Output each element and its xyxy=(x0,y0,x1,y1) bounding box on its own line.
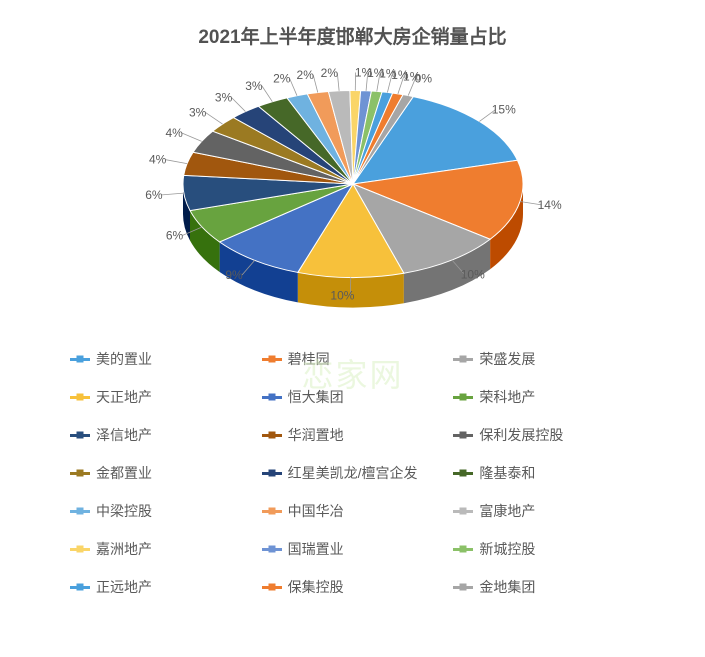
legend-label: 正远地产 xyxy=(96,577,152,597)
legend-item: 中国华冶 xyxy=(262,501,444,521)
legend-label: 保集控股 xyxy=(288,577,344,597)
legend-swatch xyxy=(262,510,282,513)
legend-item: 中梁控股 xyxy=(70,501,252,521)
legend-swatch xyxy=(453,548,473,551)
legend-item: 正远地产 xyxy=(70,577,252,597)
slice-label: 0% xyxy=(414,72,432,86)
legend-item: 美的置业 xyxy=(70,349,252,369)
legend-item: 华润置地 xyxy=(262,425,444,445)
legend-item: 新城控股 xyxy=(453,539,635,559)
slice-label: 3% xyxy=(214,91,232,105)
legend-swatch xyxy=(453,510,473,513)
legend-item: 泽信地产 xyxy=(70,425,252,445)
chart-title: 2021年上半年度邯郸大房企销量占比 xyxy=(20,22,685,49)
legend-swatch xyxy=(262,548,282,551)
legend-swatch xyxy=(453,472,473,475)
slice-label: 2% xyxy=(296,68,314,82)
legend-item: 红星美凯龙/檀宫企发 xyxy=(262,463,444,483)
legend-item: 天正地产 xyxy=(70,387,252,407)
legend-item: 国瑞置业 xyxy=(262,539,444,559)
legend-label: 泽信地产 xyxy=(96,425,152,445)
legend-swatch xyxy=(262,472,282,475)
legend-label: 金地集团 xyxy=(479,577,535,597)
legend-swatch xyxy=(453,396,473,399)
legend-label: 荣盛发展 xyxy=(479,349,535,369)
slice-label: 6% xyxy=(165,228,183,242)
legend-label: 隆基泰和 xyxy=(479,463,535,483)
legend-label: 碧桂园 xyxy=(288,349,330,369)
chart-container: 2021年上半年度邯郸大房企销量占比 15% 14% 10% 10% 9% 6% 6% 4% 4… xyxy=(0,0,705,607)
legend-item: 恒大集团 xyxy=(262,387,444,407)
slice-label: 3% xyxy=(188,106,206,120)
legend-swatch xyxy=(262,434,282,437)
legend-label: 新城控股 xyxy=(479,539,535,559)
legend-item: 隆基泰和 xyxy=(453,463,635,483)
legend-label: 华润置地 xyxy=(288,425,344,445)
slice-label: 6% xyxy=(145,188,163,202)
legend-item: 碧桂园 xyxy=(262,349,444,369)
legend-label: 荣科地产 xyxy=(479,387,535,407)
legend-item: 荣盛发展 xyxy=(453,349,635,369)
legend-swatch xyxy=(262,396,282,399)
legend-item: 荣科地产 xyxy=(453,387,635,407)
legend-label: 富康地产 xyxy=(479,501,535,521)
legend-label: 嘉洲地产 xyxy=(96,539,152,559)
legend-item: 保利发展控股 xyxy=(453,425,635,445)
legend-label: 恒大集团 xyxy=(288,387,344,407)
slice-label: 4% xyxy=(165,126,183,140)
legend-swatch xyxy=(262,586,282,589)
legend-swatch xyxy=(453,434,473,437)
legend-swatch xyxy=(70,396,90,399)
legend: 美的置业 碧桂园 荣盛发展天正地产 恒大集团 荣科地产泽信地产 华润置地 保利发展控股金都置… xyxy=(20,349,685,597)
legend-swatch xyxy=(70,548,90,551)
slice-label: 2% xyxy=(320,66,338,80)
legend-item: 金地集团 xyxy=(453,577,635,597)
slice-label: 2% xyxy=(273,72,291,86)
legend-label: 美的置业 xyxy=(96,349,152,369)
legend-item: 保集控股 xyxy=(262,577,444,597)
legend-swatch xyxy=(70,358,90,361)
legend-swatch xyxy=(453,586,473,589)
pie-chart: 15%14%10%10%9%6%6%4%4%3%3%3%2%2%2%1%1%1%… xyxy=(20,59,685,319)
legend-label: 天正地产 xyxy=(96,387,152,407)
legend-swatch xyxy=(262,358,282,361)
legend-swatch xyxy=(70,472,90,475)
legend-item: 嘉洲地产 xyxy=(70,539,252,559)
slice-label: 3% xyxy=(245,79,263,93)
slice-label: 10% xyxy=(330,288,354,302)
slice-label: 10% xyxy=(460,268,484,282)
legend-label: 红星美凯龙/檀宫企发 xyxy=(288,463,418,483)
slice-label: 9% xyxy=(225,268,243,282)
legend-swatch xyxy=(70,510,90,513)
legend-item: 金都置业 xyxy=(70,463,252,483)
legend-label: 国瑞置业 xyxy=(288,539,344,559)
legend-label: 保利发展控股 xyxy=(479,425,563,445)
legend-label: 中梁控股 xyxy=(96,501,152,521)
slice-label: 14% xyxy=(537,198,561,212)
legend-swatch xyxy=(70,434,90,437)
legend-swatch xyxy=(453,358,473,361)
legend-swatch xyxy=(70,586,90,589)
legend-label: 金都置业 xyxy=(96,463,152,483)
slice-label: 15% xyxy=(491,102,515,116)
slice-label: 4% xyxy=(148,153,166,167)
legend-label: 中国华冶 xyxy=(288,501,344,521)
legend-item: 富康地产 xyxy=(453,501,635,521)
